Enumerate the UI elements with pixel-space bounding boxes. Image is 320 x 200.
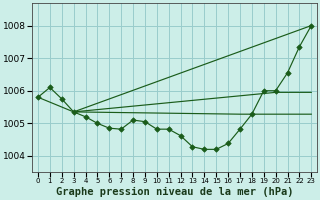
X-axis label: Graphe pression niveau de la mer (hPa): Graphe pression niveau de la mer (hPa) (56, 187, 293, 197)
